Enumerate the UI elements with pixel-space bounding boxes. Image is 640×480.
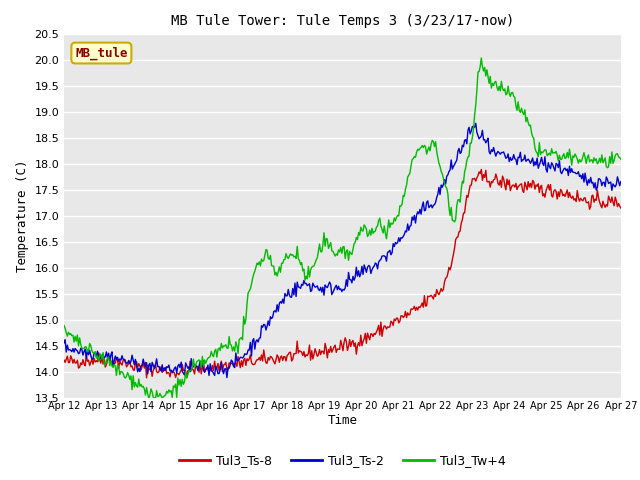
Legend: Tul3_Ts-8, Tul3_Ts-2, Tul3_Tw+4: Tul3_Ts-8, Tul3_Ts-2, Tul3_Tw+4 (173, 449, 511, 472)
X-axis label: Time: Time (328, 414, 357, 427)
Title: MB Tule Tower: Tule Temps 3 (3/23/17-now): MB Tule Tower: Tule Temps 3 (3/23/17-now… (171, 14, 514, 28)
Y-axis label: Temperature (C): Temperature (C) (16, 160, 29, 272)
Text: MB_tule: MB_tule (75, 47, 127, 60)
